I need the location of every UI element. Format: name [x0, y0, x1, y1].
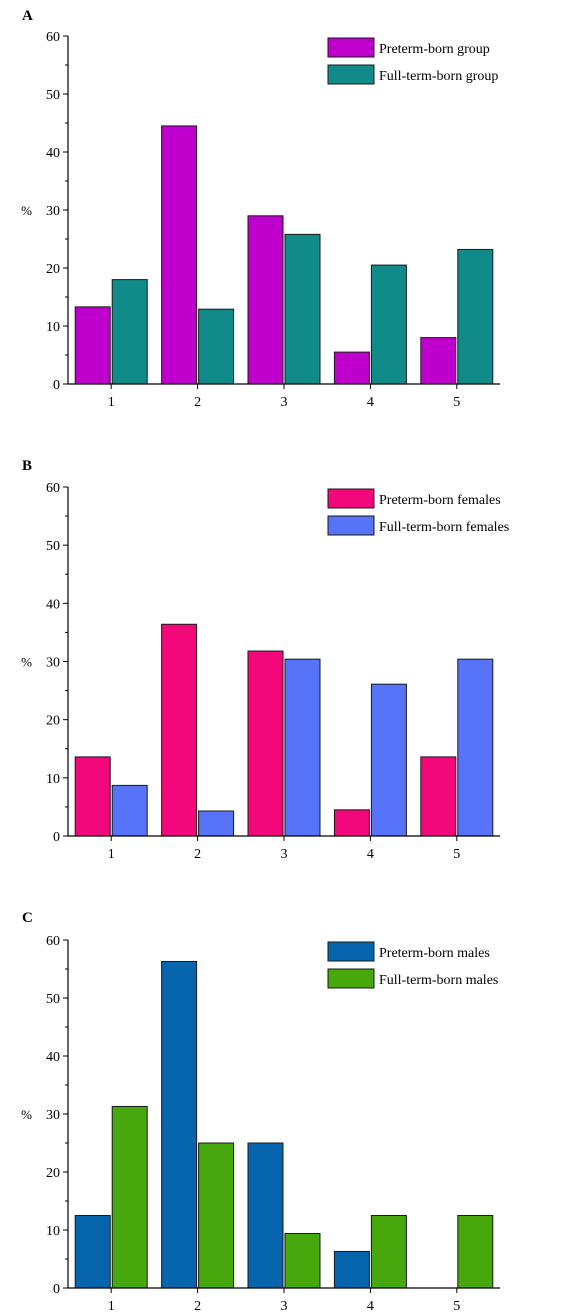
bar-b-s2-cat5 [457, 658, 494, 837]
bar-a-s2-cat4 [370, 264, 407, 385]
y-tick-label: 40 [46, 146, 60, 161]
y-tick-label: 0 [53, 378, 60, 393]
x-tick-label: 4 [367, 1299, 374, 1313]
bar-c-s2-cat3 [284, 1232, 321, 1289]
legend-label: Preterm-born males [379, 946, 490, 961]
x-tick-label: 2 [194, 395, 201, 410]
y-tick-label: 60 [46, 481, 60, 496]
chart-panel-a: A 0 10 20 30 40 50 60% 1 2 3 4 5 Preterm-born group Fu… [21, 8, 500, 410]
y-axis-label: % [21, 203, 32, 218]
y-tick-label: 50 [46, 992, 60, 1007]
bar-b-s1-cat2 [161, 623, 198, 837]
y-tick-label: 10 [46, 772, 60, 787]
x-tick-label: 2 [194, 1299, 201, 1313]
bar-a-s2-cat3 [284, 233, 321, 385]
legend-swatch [327, 941, 375, 962]
legend-swatch [327, 515, 375, 536]
bar-b-s1-cat3 [247, 650, 284, 837]
y-tick-label: 40 [46, 597, 60, 612]
x-tick-label: 5 [453, 1299, 460, 1313]
x-tick-label: 3 [281, 395, 288, 410]
y-axis-label: % [21, 655, 32, 670]
y-tick-label: 30 [46, 1108, 60, 1123]
bar-b-s2-cat2 [198, 810, 235, 837]
x-tick-label: 4 [367, 847, 374, 862]
bar-b-s1-cat1 [74, 756, 111, 837]
bar-a-s1-cat3 [247, 215, 284, 385]
chart-panel-c: C 0 10 20 30 40 50 60% 1 2 3 4 5 Preterm-born males Fu… [21, 910, 500, 1313]
y-tick-label: 0 [53, 830, 60, 845]
x-tick-label: 1 [108, 1299, 115, 1313]
x-tick-label: 2 [194, 847, 201, 862]
bar-b-s1-cat5 [420, 756, 457, 837]
legend-label: Full-term-born females [379, 520, 509, 535]
panel-letter: C [22, 910, 33, 926]
bar-c-s2-cat2 [198, 1142, 235, 1289]
panel-letter: B [22, 458, 32, 474]
y-tick-label: 10 [46, 320, 60, 335]
bar-c-s1-cat2 [161, 960, 198, 1289]
x-tick-label: 3 [281, 1299, 288, 1313]
bar-a-s1-cat5 [420, 337, 457, 385]
legend-label: Full-term-born group [379, 69, 498, 84]
y-tick-label: 20 [46, 714, 60, 729]
x-tick-label: 3 [281, 847, 288, 862]
y-tick-label: 60 [46, 30, 60, 45]
y-tick-label: 10 [46, 1224, 60, 1239]
bar-c-s1-cat4 [333, 1250, 370, 1289]
legend-swatch [327, 64, 375, 85]
x-tick-label: 1 [108, 395, 115, 410]
y-tick-label: 30 [46, 204, 60, 219]
x-tick-label: 5 [453, 847, 460, 862]
y-tick-label: 20 [46, 262, 60, 277]
y-tick-label: 0 [53, 1282, 60, 1297]
legend-label: Preterm-born group [379, 42, 490, 57]
y-tick-label: 50 [46, 539, 60, 554]
bar-c-s1-cat3 [247, 1142, 284, 1289]
y-axis-label: % [21, 1107, 32, 1122]
legend-label: Full-term-born males [379, 973, 498, 988]
y-tick-label: 60 [46, 934, 60, 949]
legend-swatch [327, 968, 375, 989]
bar-a-s2-cat5 [457, 248, 494, 385]
bar-a-s1-cat4 [333, 351, 370, 385]
x-tick-label: 5 [453, 395, 460, 410]
bar-c-s1-cat1 [74, 1215, 111, 1289]
bar-b-s1-cat4 [333, 809, 370, 837]
legend-label: Preterm-born females [379, 493, 501, 508]
bar-a-s1-cat1 [74, 306, 111, 385]
bar-c-s2-cat5 [457, 1215, 494, 1289]
y-tick-label: 50 [46, 88, 60, 103]
legend-swatch [327, 37, 375, 58]
panel-letter: A [22, 8, 33, 24]
chart-panel-b: B 0 10 20 30 40 50 60% 1 2 3 4 5 Preterm-born females… [21, 458, 509, 862]
bar-b-s2-cat1 [111, 784, 148, 837]
x-tick-label: 1 [108, 847, 115, 862]
bar-a-s2-cat2 [198, 308, 235, 385]
bar-c-s2-cat1 [111, 1105, 148, 1289]
y-tick-label: 40 [46, 1050, 60, 1065]
bar-b-s2-cat3 [284, 658, 321, 837]
bar-b-s2-cat4 [370, 683, 407, 837]
bar-a-s1-cat2 [161, 125, 198, 385]
legend-swatch [327, 488, 375, 509]
y-tick-label: 30 [46, 656, 60, 671]
x-tick-label: 4 [367, 395, 374, 410]
bar-a-s2-cat1 [111, 279, 148, 385]
y-tick-label: 20 [46, 1166, 60, 1181]
bar-c-s2-cat4 [370, 1215, 407, 1289]
